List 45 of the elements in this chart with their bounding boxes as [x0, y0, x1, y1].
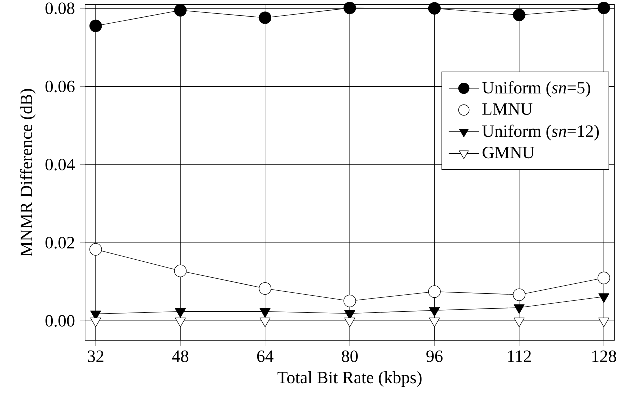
point: [598, 318, 610, 328]
y-tick-label: 0.00: [46, 315, 75, 327]
point: [174, 264, 187, 278]
x-tick-label: 96: [426, 350, 443, 362]
y-tick-label: 0.04: [46, 158, 76, 171]
point: [598, 272, 610, 284]
x-tick-label: 80: [342, 350, 358, 362]
point: [428, 286, 441, 298]
legend-label: LMNU: [482, 104, 533, 116]
point: [175, 308, 186, 318]
legend-label: Uniform (sn=5): [482, 81, 590, 98]
point: [344, 294, 356, 308]
y-tick-label: 0.06: [46, 80, 75, 93]
legend-label: Uniform (sn=12): [482, 124, 600, 141]
point: [90, 243, 102, 256]
point: [598, 2, 610, 14]
point: [514, 304, 525, 314]
point: [90, 20, 102, 32]
x-axis-title: Total Bit Rate (kbps): [278, 371, 422, 388]
point: [90, 318, 102, 328]
point: [429, 307, 440, 317]
point: [513, 288, 526, 302]
y-tick-label: 0.08: [46, 2, 75, 14]
y-tick-label: 0.02: [46, 237, 74, 249]
point: [429, 318, 440, 328]
point: [175, 318, 186, 328]
point: [428, 2, 441, 15]
x-tick-label: 112: [508, 350, 532, 362]
point: [260, 318, 271, 328]
point: [259, 12, 272, 24]
x-tick-label: 32: [88, 350, 104, 362]
x-tick-label: 64: [257, 350, 274, 362]
legend-label: GMNU: [482, 147, 535, 159]
x-tick-label: 48: [172, 350, 189, 362]
point: [344, 310, 356, 320]
point: [513, 8, 526, 22]
point: [174, 4, 187, 17]
point: [259, 282, 272, 295]
point: [260, 308, 271, 318]
x-tick-label: 128: [592, 350, 616, 362]
point: [514, 318, 525, 328]
point: [598, 294, 610, 304]
point: [344, 318, 356, 328]
point: [344, 2, 356, 14]
y-axis-title: MNMR Difference (dB): [20, 89, 36, 256]
